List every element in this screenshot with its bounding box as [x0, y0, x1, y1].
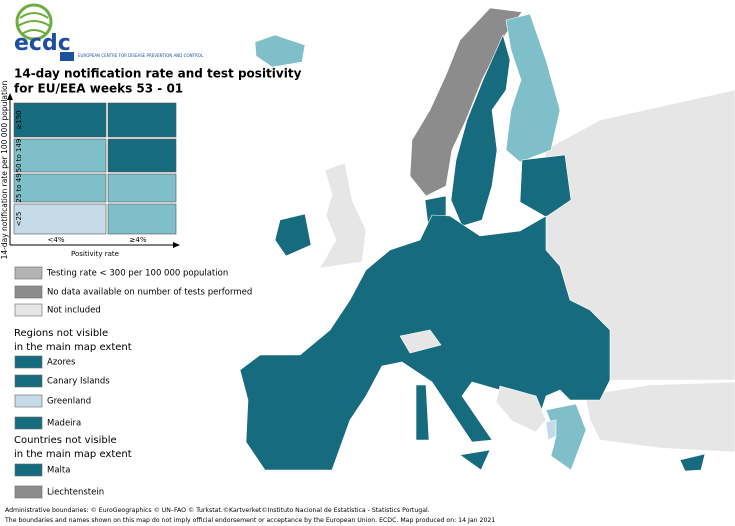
cyprus [679, 453, 706, 472]
logo-stripes [17, 12, 51, 35]
matrix-cell [13, 203, 107, 235]
row-label: ≥150 [15, 110, 23, 129]
legend-swatch [14, 303, 43, 317]
legend-label: Testing rate < 300 per 100 000 populatio… [46, 269, 228, 279]
legend-swatch [14, 463, 43, 477]
footer-line: Administrative boundaries: © EuroGeograp… [5, 506, 430, 514]
legend-label: No data available on number of tests per… [47, 288, 252, 298]
title-line: 14-day notification rate and test positi… [14, 67, 302, 81]
column-label: ≥4% [130, 236, 147, 244]
sicily [459, 449, 491, 471]
legend-swatch [14, 285, 43, 299]
logo-subtitle: EUROPEAN CENTRE FOR DISEASE PREVENTION A… [78, 53, 204, 58]
legend-swatch [14, 416, 43, 430]
ireland [274, 213, 312, 257]
legend-heading: Regions not visible [14, 328, 108, 339]
legend-label: Liechtenstein [47, 488, 104, 498]
x-axis-label: Positivity rate [71, 250, 119, 258]
matrix-cell [13, 102, 107, 138]
footer-line: The boundaries and names shown on this m… [4, 517, 495, 524]
row-label: 25 to 49 [15, 173, 23, 202]
turkey [584, 381, 735, 453]
greece-region [545, 419, 557, 441]
legend-heading: in the main map extent [14, 342, 132, 353]
row-label: <25 [15, 212, 23, 227]
matrix-cell [13, 138, 107, 173]
legend-swatch [14, 485, 43, 499]
matrix-cell [107, 102, 177, 138]
matrix-cell [107, 138, 177, 173]
legend-label: Azores [47, 358, 76, 368]
legend: Testing rate < 300 per 100 000 populatio… [14, 266, 252, 499]
logo-text: ecdc [14, 31, 71, 56]
sweden [450, 34, 511, 227]
legend-label: Greenland [47, 397, 91, 407]
column-label: <4% [48, 236, 65, 244]
iceland [254, 34, 306, 68]
legend-swatch [14, 266, 43, 280]
legend-label: Not included [47, 306, 101, 316]
x-arrow [173, 242, 180, 248]
switzerland [399, 329, 442, 354]
logo: ecdc EUROPEAN CENTRE FOR DISEASE PREVENT… [14, 3, 204, 61]
row-label: 50 to 149 [15, 139, 23, 173]
legend-heading: in the main map extent [14, 449, 132, 460]
y-arrow [7, 93, 13, 100]
united-kingdom [319, 162, 367, 269]
legend-swatch [14, 374, 43, 388]
finland [505, 13, 561, 163]
corsica-sardinia [415, 384, 430, 441]
map [239, 7, 735, 472]
legend-label: Malta [47, 466, 70, 476]
eu-flag [60, 52, 74, 61]
legend-heading: Countries not visible [14, 435, 117, 446]
matrix-cell [13, 173, 107, 203]
title-line: for EU/EEA weeks 53 - 01 [14, 82, 183, 96]
matrix-cell [107, 173, 177, 203]
legend-label: Canary Islands [47, 377, 110, 387]
baltics [519, 154, 572, 218]
legend-label: Madeira [47, 419, 81, 429]
legend-swatch [14, 394, 43, 408]
matrix-cell [107, 203, 177, 235]
y-axis-label: 14-day notification rate per 100 000 pop… [0, 80, 9, 259]
western-balkans [495, 385, 547, 433]
legend-swatch [14, 355, 43, 369]
